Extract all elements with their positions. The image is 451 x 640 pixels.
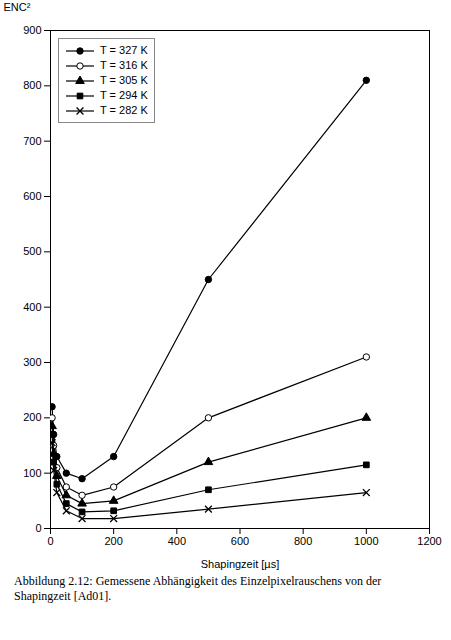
svg-text:Shapingzeit [µs]: Shapingzeit [µs]	[201, 558, 280, 570]
html-text:T = 305 K: T = 305 K	[100, 74, 148, 86]
svg-text:0: 0	[47, 535, 53, 547]
svg-text:100: 100	[23, 467, 41, 479]
svg-text:500: 500	[23, 245, 41, 257]
svg-text:0: 0	[35, 522, 41, 534]
svg-text:1000: 1000	[354, 535, 378, 547]
svg-text:400: 400	[23, 301, 41, 313]
svg-text:200: 200	[23, 411, 41, 423]
svg-text:900: 900	[23, 24, 41, 36]
html-text:T = 316 K: T = 316 K	[100, 59, 148, 71]
svg-text:600: 600	[23, 190, 41, 202]
svg-text:ENC²: ENC²	[4, 1, 31, 13]
html-text:T = 294 K: T = 294 K	[100, 89, 148, 101]
html-text:T = 327 K: T = 327 K	[100, 44, 148, 56]
svg-text:700: 700	[23, 135, 41, 147]
html-text:Abbildung 2.12: Gemessene Abhä: Abbildung 2.12: Gemessene Abhängigkeit d…	[14, 574, 382, 603]
svg-text:800: 800	[23, 79, 41, 91]
svg-text:1200: 1200	[417, 535, 441, 547]
svg-text:300: 300	[23, 356, 41, 368]
svg-text:200: 200	[104, 535, 122, 547]
svg-text:600: 600	[231, 535, 249, 547]
svg-text:800: 800	[294, 535, 312, 547]
html-text:T = 282 K: T = 282 K	[100, 104, 148, 116]
svg-text:400: 400	[168, 535, 186, 547]
